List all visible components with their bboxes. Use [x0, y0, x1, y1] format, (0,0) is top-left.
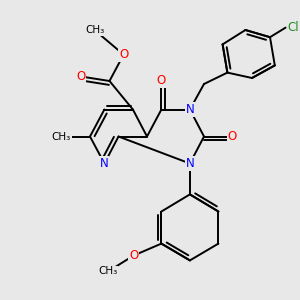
Text: O: O: [119, 48, 128, 61]
Text: O: O: [157, 74, 166, 88]
Text: Cl: Cl: [287, 21, 299, 34]
Text: O: O: [129, 249, 138, 262]
Text: O: O: [228, 130, 237, 143]
Text: N: N: [100, 157, 109, 170]
Text: N: N: [185, 103, 194, 116]
Text: CH₃: CH₃: [85, 25, 104, 35]
Text: CH₃: CH₃: [52, 131, 71, 142]
Text: N: N: [185, 157, 194, 170]
Text: O: O: [76, 70, 85, 83]
Text: CH₃: CH₃: [98, 266, 118, 277]
